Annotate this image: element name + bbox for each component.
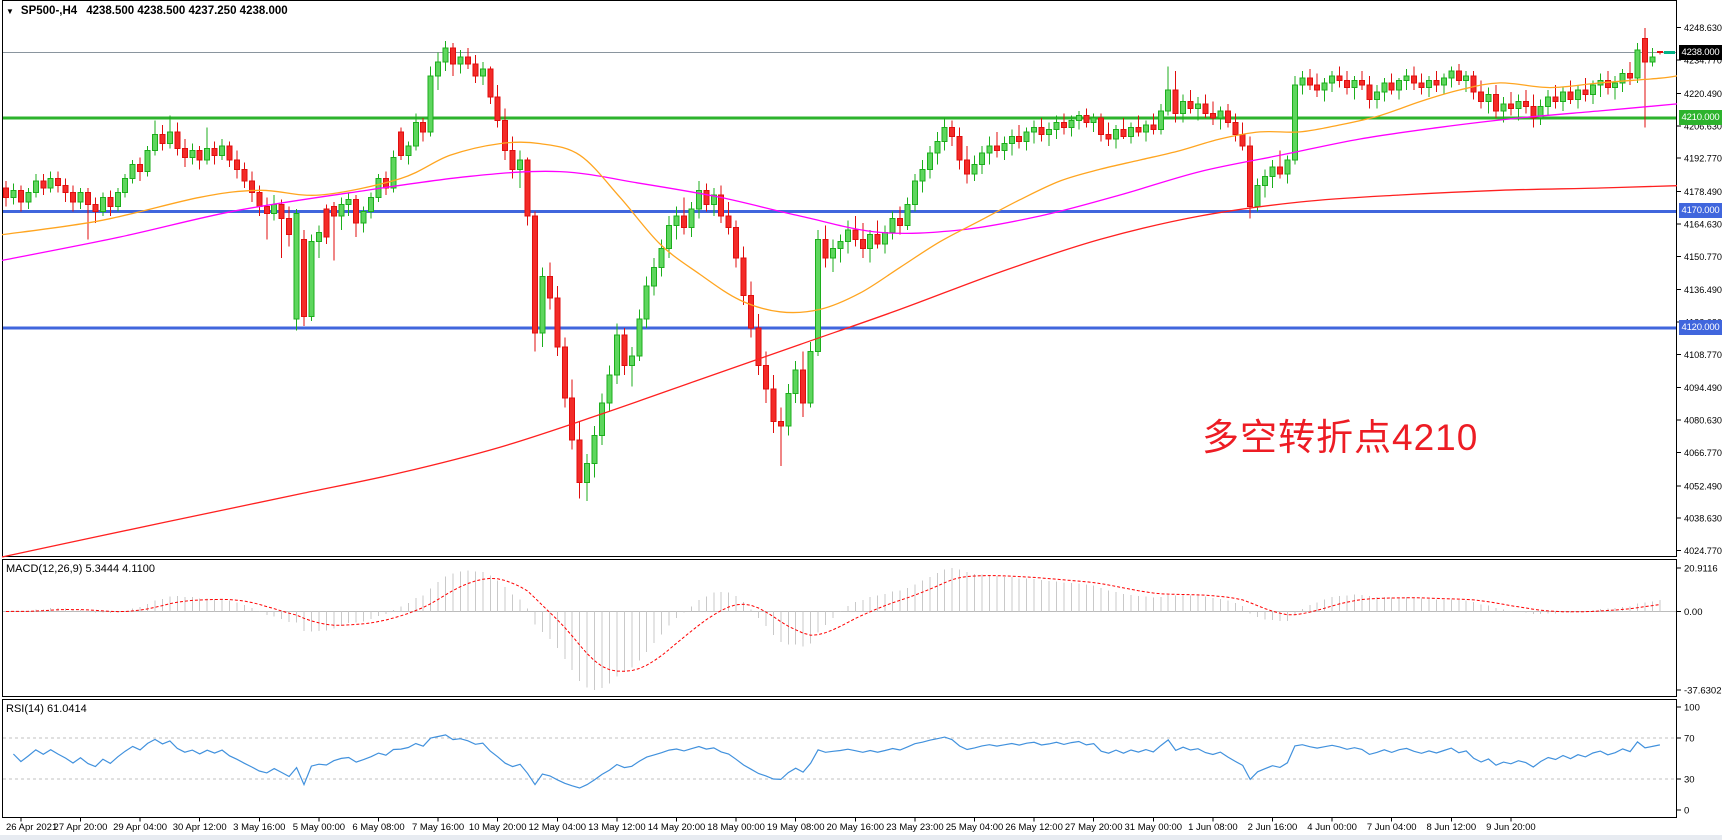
annotation-text: 多空转折点4210 (1202, 417, 1479, 458)
ma-red (1, 185, 1678, 558)
time-label: 6 May 08:00 (352, 822, 404, 833)
symbol-dropdown-icon[interactable]: ▼ (6, 6, 14, 16)
time-label: 26 May 12:00 (1005, 822, 1063, 833)
time-label: 30 Apr 12:00 (173, 822, 227, 833)
macd-axis: 20.9116 0.00 -37.6302 (1677, 564, 1722, 696)
price-badge: 4120.000 (1679, 320, 1722, 336)
time-label: 25 May 04:00 (946, 822, 1004, 833)
ma-magenta (1, 103, 1678, 262)
time-label: 1 Jun 08:00 (1188, 822, 1238, 833)
symbol-timeframe-label: SP500-,H4 (20, 5, 78, 17)
rsi-line (12, 734, 1661, 789)
time-label: 26 Apr 2021 (6, 822, 57, 833)
ma-orange (1, 75, 1678, 314)
svg-text:4108.770: 4108.770 (1684, 350, 1722, 361)
svg-text:4038.630: 4038.630 (1684, 514, 1722, 525)
time-label: 2 Jun 16:00 (1248, 822, 1298, 833)
price-badge: 4170.000 (1679, 203, 1722, 219)
svg-text:4094.490: 4094.490 (1684, 383, 1722, 394)
svg-text:0.00: 0.00 (1684, 607, 1703, 618)
time-label: 12 May 04:00 (529, 822, 587, 833)
svg-text:4136.490: 4136.490 (1684, 285, 1722, 296)
svg-text:4164.630: 4164.630 (1684, 219, 1722, 230)
svg-text:4024.770: 4024.770 (1684, 546, 1722, 557)
time-label: 23 May 23:00 (886, 822, 944, 833)
panel-frames (2, 0, 1677, 818)
time-label: 27 Apr 20:00 (54, 822, 108, 833)
rsi-layer (3, 734, 1676, 789)
moving-averages-layer (1, 75, 1678, 558)
time-label: 8 Jun 12:00 (1426, 822, 1476, 833)
time-label: 13 May 12:00 (588, 822, 646, 833)
time-label: 29 Apr 04:00 (113, 822, 167, 833)
ohlc-quotes-label: 4238.500 4238.500 4237.250 4238.000 (86, 5, 288, 17)
svg-text:4080.630: 4080.630 (1684, 416, 1722, 427)
svg-text:4220.490: 4220.490 (1684, 89, 1722, 100)
time-label: 10 May 20:00 (469, 822, 527, 833)
time-label: 31 May 00:00 (1125, 822, 1183, 833)
svg-text:4192.770: 4192.770 (1684, 154, 1722, 165)
svg-text:70: 70 (1684, 733, 1695, 744)
time-label: 4 Jun 00:00 (1307, 822, 1357, 833)
time-label: 7 Jun 04:00 (1367, 822, 1417, 833)
svg-text:4234.770: 4234.770 (1684, 56, 1722, 67)
svg-text:100: 100 (1684, 703, 1700, 714)
svg-text:0: 0 (1684, 806, 1689, 817)
time-label: 14 May 20:00 (648, 822, 706, 833)
svg-text:4206.630: 4206.630 (1684, 121, 1722, 132)
price-badge: 4210.000 (1679, 109, 1722, 125)
window-bottom-edge (0, 835, 1722, 840)
svg-text:4178.490: 4178.490 (1684, 187, 1722, 198)
time-label: 27 May 20:00 (1065, 822, 1123, 833)
time-label: 5 May 00:00 (293, 822, 345, 833)
time-label: 19 May 08:00 (767, 822, 825, 833)
time-label: 9 Jun 20:00 (1486, 822, 1536, 833)
svg-text:4248.630: 4248.630 (1684, 23, 1722, 34)
svg-text:-37.6302: -37.6302 (1684, 685, 1722, 696)
macd-indicator-label: MACD(12,26,9) 5.3444 4.1100 (6, 563, 155, 575)
time-label: 3 May 16:00 (233, 822, 285, 833)
svg-text:4066.770: 4066.770 (1684, 448, 1722, 459)
macd-signal-line (5, 575, 1660, 672)
price-badge: 4238.000 (1679, 44, 1722, 60)
time-label: 7 May 16:00 (412, 822, 464, 833)
svg-text:4150.770: 4150.770 (1684, 252, 1722, 263)
svg-text:30: 30 (1684, 775, 1695, 786)
price-axis: 4248.630 4234.770 4220.490 4206.630 4192.770… (1677, 23, 1722, 557)
chart-title: ▼ SP500-,H4 4238.500 4238.500 4237.250 4… (6, 5, 288, 17)
svg-text:20.9116: 20.9116 (1684, 564, 1718, 575)
time-label: 20 May 16:00 (827, 822, 885, 833)
rsi-indicator-label: RSI(14) 61.0414 (6, 703, 87, 715)
macd-layer (3, 568, 1676, 690)
svg-text:4052.490: 4052.490 (1684, 481, 1722, 492)
time-label: 18 May 00:00 (707, 822, 765, 833)
candles-layer (3, 27, 1663, 501)
rsi-axis: 100 70 30 0 (1677, 703, 1700, 817)
